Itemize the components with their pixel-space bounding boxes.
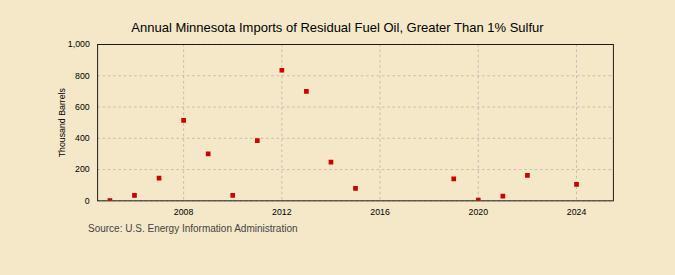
html-text:Source: U.S. Energy Informatio: Source: U.S. Energy Information Administ… bbox=[88, 223, 298, 235]
svg-text:600: 600 bbox=[75, 102, 90, 112]
svg-text:2020: 2020 bbox=[469, 207, 489, 217]
svg-text:0: 0 bbox=[85, 196, 90, 206]
html-text:Annual Minnesota Imports of Re: Annual Minnesota Imports of Residual Fue… bbox=[131, 20, 544, 35]
svg-text:2008: 2008 bbox=[174, 207, 194, 217]
svg-text:2012: 2012 bbox=[272, 207, 292, 217]
svg-text:800: 800 bbox=[75, 71, 90, 81]
svg-text:2016: 2016 bbox=[370, 207, 390, 217]
svg-text:200: 200 bbox=[75, 164, 90, 174]
svg-text:Thousand Barrels: Thousand Barrels bbox=[57, 87, 67, 157]
svg-text:400: 400 bbox=[75, 133, 90, 143]
svg-text:2024: 2024 bbox=[567, 207, 587, 217]
svg-text:1,000: 1,000 bbox=[68, 39, 90, 49]
